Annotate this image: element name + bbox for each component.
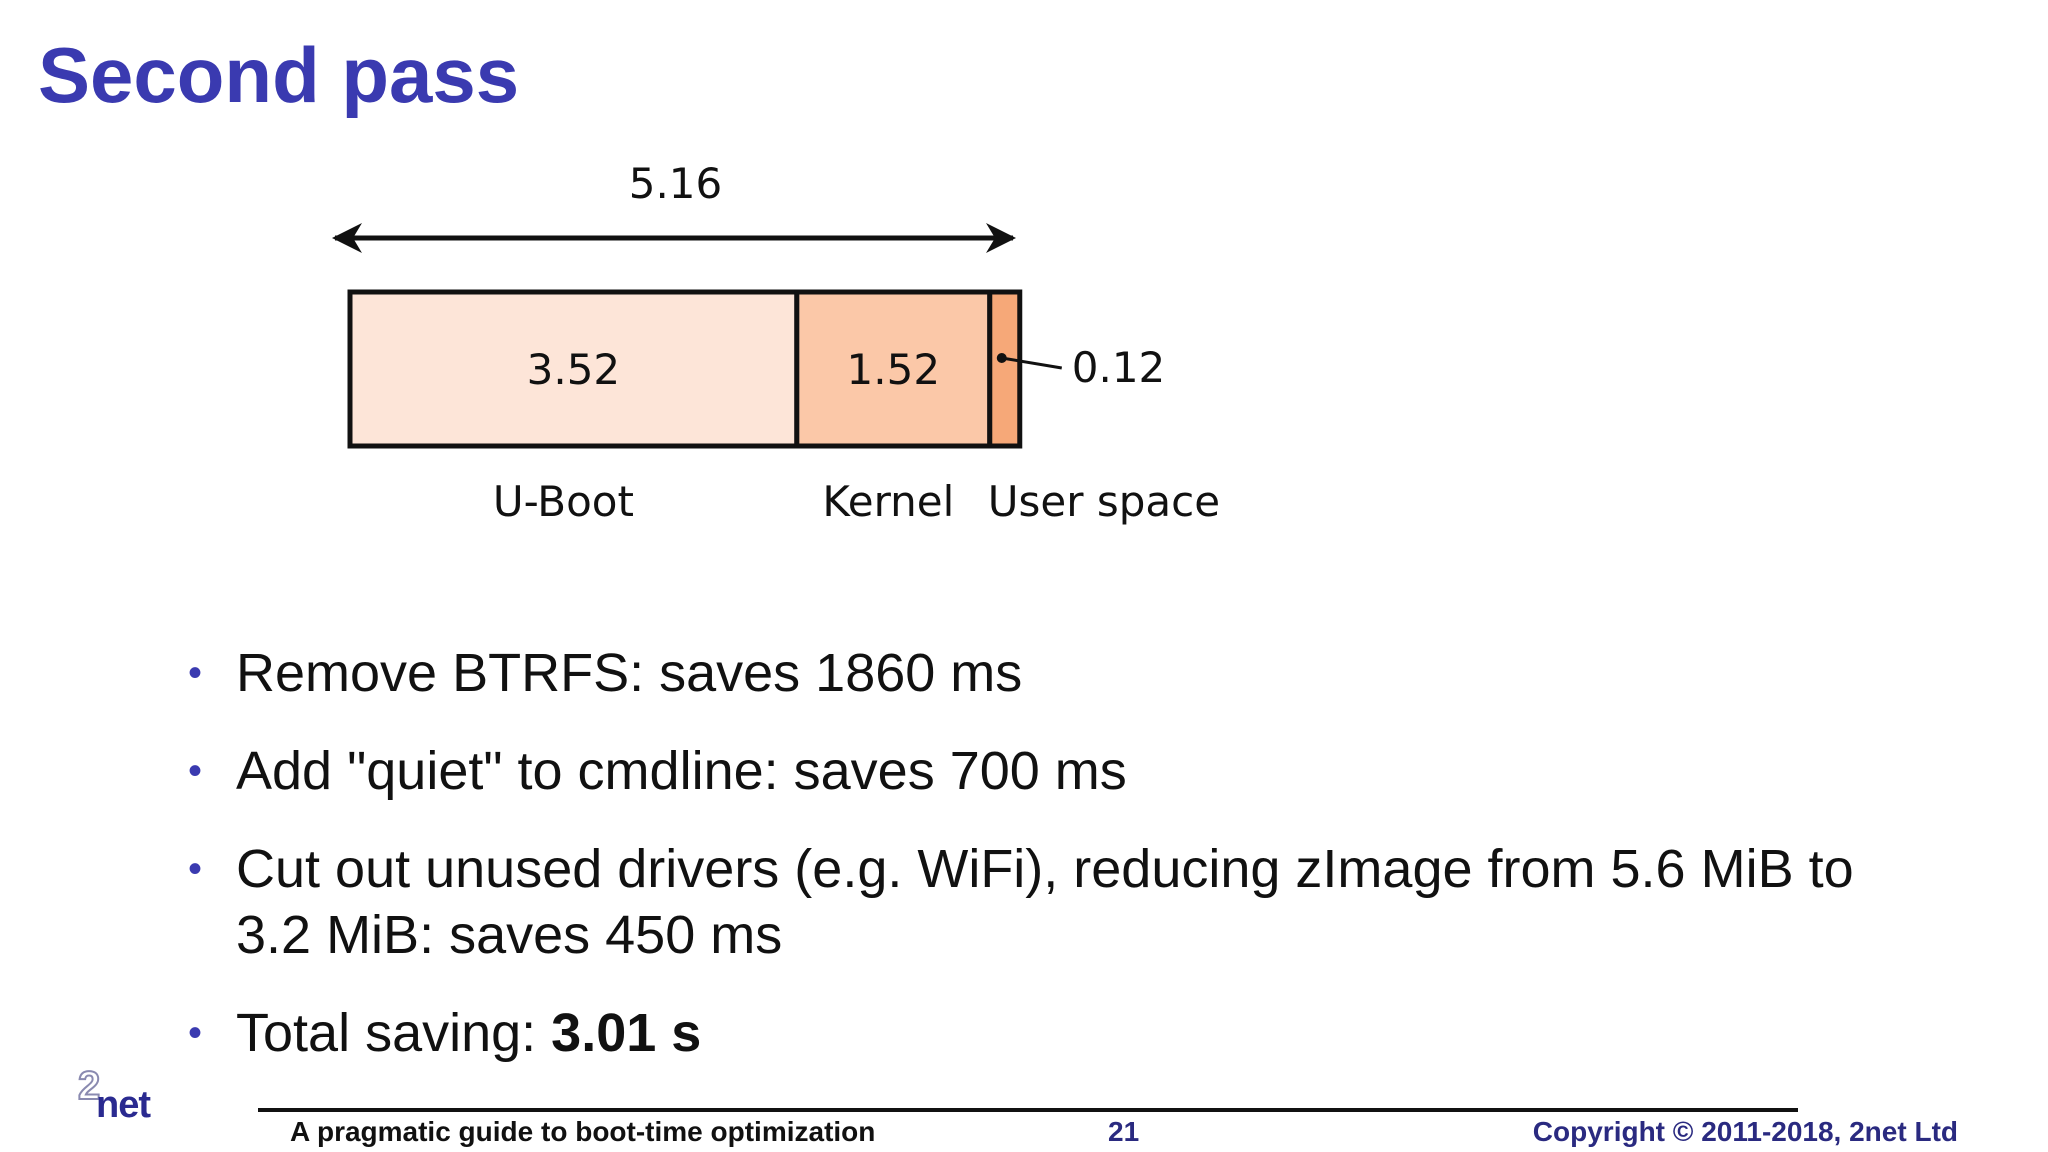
bullet-text: Add "quiet" to cmdline: saves 700 ms <box>236 741 1127 801</box>
bullet-item: • Add "quiet" to cmdline: saves 700 ms <box>188 738 1908 804</box>
logo-net: net <box>96 1084 151 1126</box>
slide-title: Second pass <box>38 31 520 119</box>
bullet-list: • Remove BTRFS: saves 1860 ms • Add "qui… <box>188 640 1908 1098</box>
bullet-icon: • <box>188 651 203 695</box>
bullet-text: Remove BTRFS: saves 1860 ms <box>236 643 1023 703</box>
category-label: Kernel <box>822 477 954 526</box>
bullet-bold-value: 3.01 s <box>551 1003 702 1063</box>
category-label: U-Boot <box>493 477 634 526</box>
bullet-item: • Remove BTRFS: saves 1860 ms <box>188 640 1908 706</box>
bullet-icon: • <box>188 1011 203 1055</box>
footer-title: A pragmatic guide to boot-time optimizat… <box>290 1116 876 1147</box>
footer-divider <box>258 1108 1798 1112</box>
bar-segment-u-boot <box>347 289 800 449</box>
segment-value-label: 1.52 <box>847 345 941 394</box>
bullet-item: • Cut out unused drivers (e.g. WiFi), re… <box>188 836 1908 968</box>
bullet-text: Cut out unused drivers (e.g. WiFi), redu… <box>236 839 1854 965</box>
bullet-icon: • <box>188 749 203 793</box>
bar-segment-kernel <box>794 289 993 449</box>
footer-copyright: Copyright © 2011-2018, 2net Ltd <box>1532 1116 1958 1147</box>
bullet-icon: • <box>188 847 203 891</box>
total-value-label: 5.16 <box>629 159 723 208</box>
category-label: User space <box>988 477 1220 526</box>
page-number: 21 <box>1108 1116 1140 1147</box>
logo-two: 2 <box>77 1063 101 1109</box>
leader-line <box>1001 356 1063 370</box>
bar-segment-user-space <box>987 289 1023 449</box>
bullet-text: Total saving: <box>236 1003 552 1063</box>
stacked-bar-chart: 5.16 3.52 U-Boot 1.52 Kernel 0.12 User space <box>332 159 1220 526</box>
segment-value-label: 0.12 <box>1072 343 1166 392</box>
segment-value-label: 3.52 <box>527 345 621 394</box>
bullet-item: • Total saving: 3.01 s <box>188 1000 1908 1066</box>
